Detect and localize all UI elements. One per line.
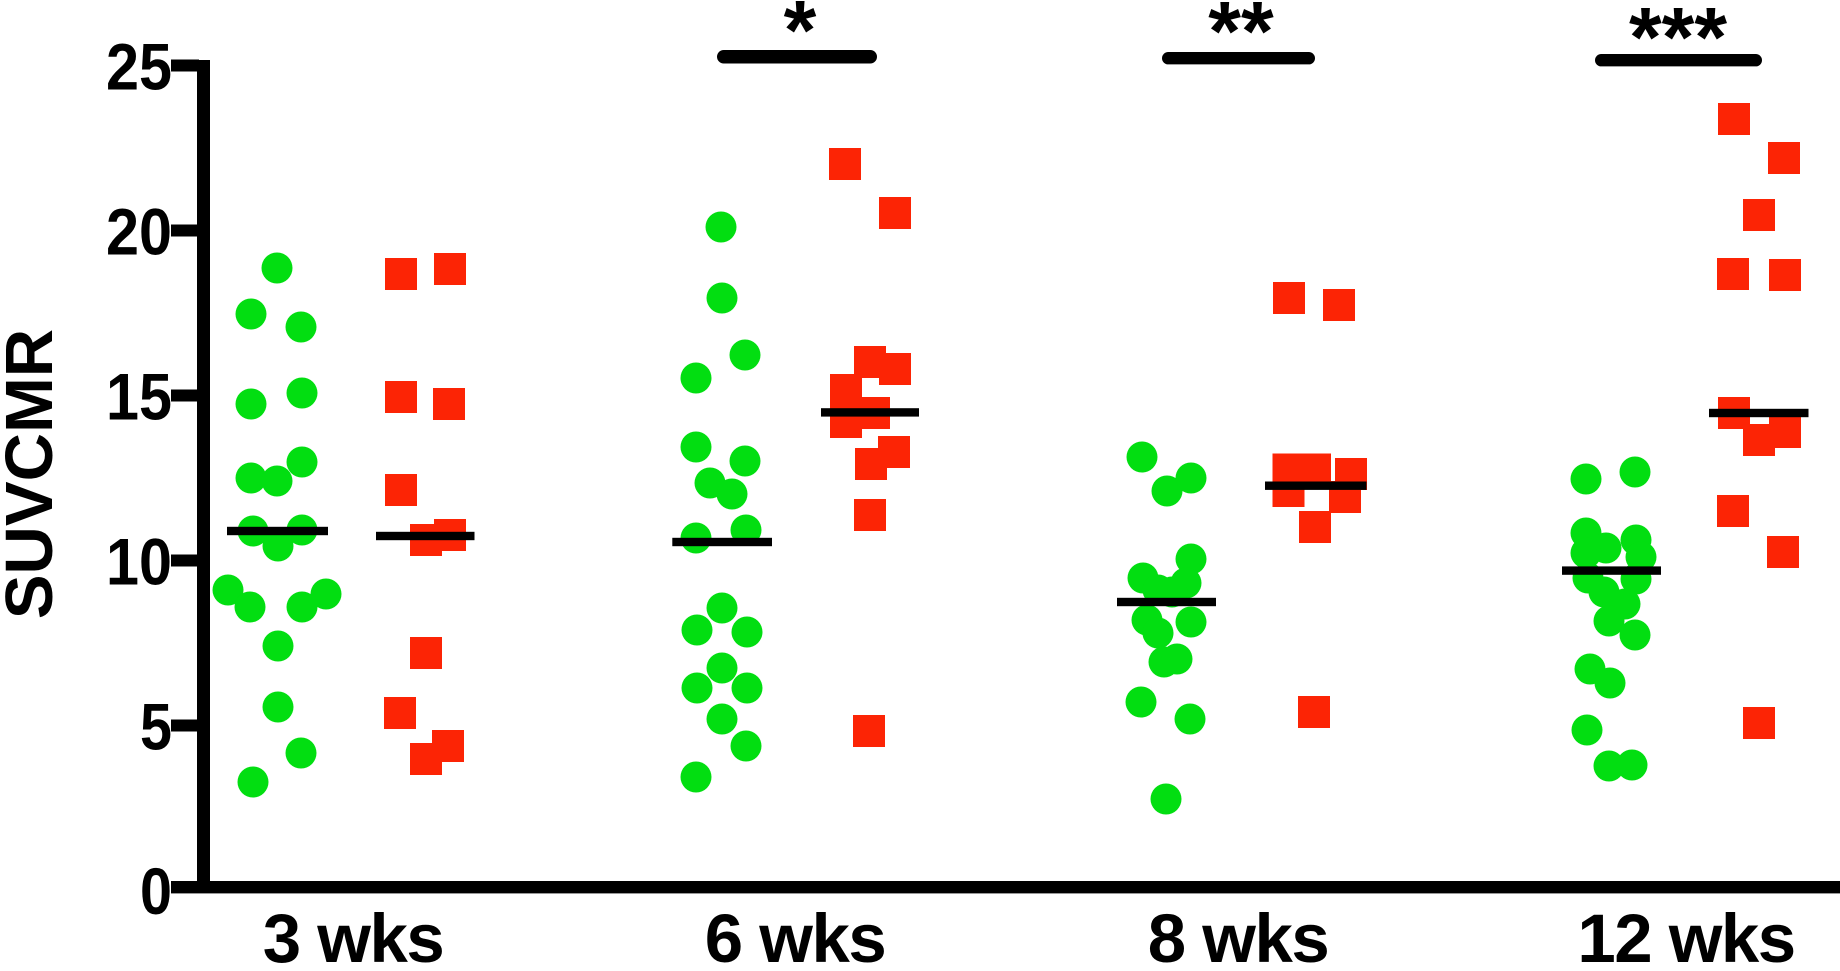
svg-text:15: 15 (106, 360, 172, 434)
svg-text:SUVCMR: SUVCMR (0, 329, 67, 619)
svg-text:***: *** (1629, 0, 1727, 84)
svg-text:20: 20 (106, 195, 172, 269)
svg-text:0: 0 (140, 854, 172, 928)
svg-text:6 wks: 6 wks (705, 900, 885, 966)
svg-text:12 wks: 12 wks (1577, 900, 1794, 966)
svg-text:**: ** (1208, 0, 1274, 78)
svg-text:3 wks: 3 wks (263, 900, 443, 966)
svg-text:25: 25 (106, 30, 172, 104)
svg-text:*: * (784, 0, 817, 77)
svg-text:8 wks: 8 wks (1148, 900, 1328, 966)
svg-text:5: 5 (140, 690, 172, 764)
svg-text:10: 10 (106, 525, 172, 599)
